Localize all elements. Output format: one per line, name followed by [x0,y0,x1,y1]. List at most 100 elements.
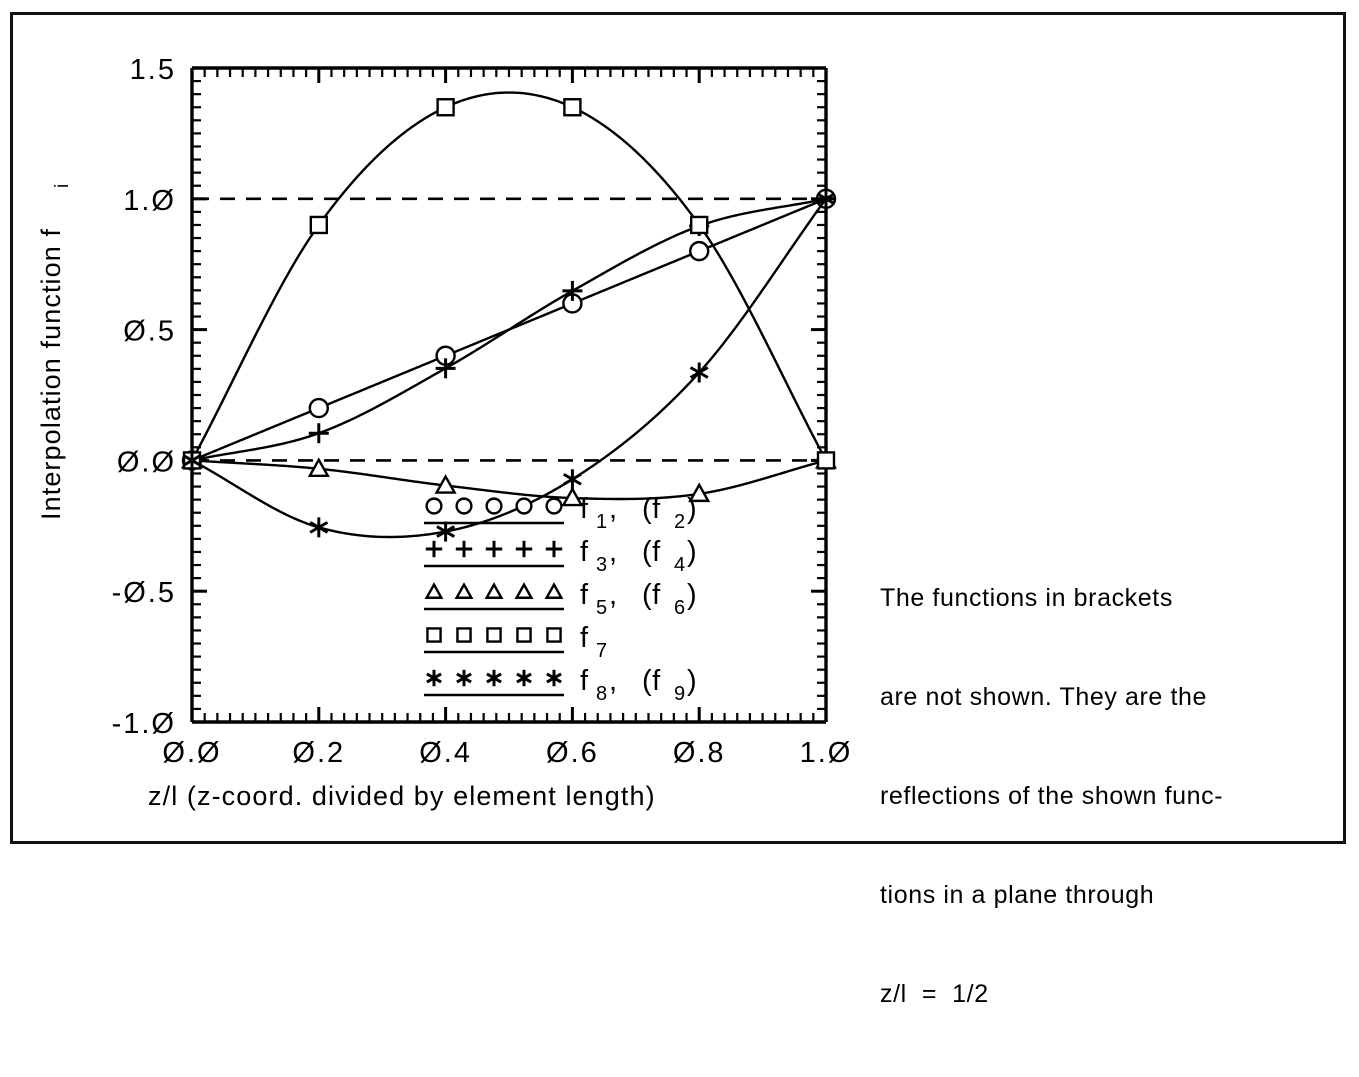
star-marker [456,669,472,687]
legend-bracket-subscript: 6 [674,597,685,619]
y-tick-labels: 1.5 1.Ø Ø.5 Ø.Ø -Ø.5 -1.Ø [112,54,176,740]
legend-bracket-close: ) [687,579,697,611]
y-tick-label: -Ø.5 [112,577,176,609]
x-tick-label: Ø.6 [546,737,599,769]
legend-label-subscript: 1 [596,511,607,533]
legend-label-subscript: 5 [596,597,607,619]
triangle-marker [454,582,474,599]
legend-label-subscript: 7 [596,640,607,662]
circle-marker [545,497,563,515]
triangle-marker [688,482,711,503]
annotation-line: The functions in brackets [880,584,1173,612]
legend-label: f [580,579,589,611]
legend-comma: , [609,493,618,525]
triangle-marker [561,486,584,507]
legend-bracket-label: (f [642,579,661,611]
star-marker [436,521,456,542]
square-marker [436,98,455,117]
data-curves [180,91,838,542]
square-marker [456,627,472,643]
triangle-marker [484,582,504,599]
x-tick-label: 1.Ø [800,737,853,769]
square-marker [516,627,532,643]
plus-marker [455,540,473,558]
plus-marker [308,423,329,444]
star-marker [562,469,582,490]
circle-marker [515,497,533,515]
x-tick-label: Ø.2 [292,737,345,769]
legend-bracket-subscript: 2 [674,511,685,533]
legend-label-subscript: 8 [596,683,607,705]
x-tick-label: Ø.8 [673,737,726,769]
square-marker [546,627,562,643]
star-marker [516,669,532,687]
triangle-marker [434,474,457,494]
series-f8 [182,188,836,542]
plus-marker [435,358,456,379]
legend-bracket-close: ) [687,493,697,525]
legend-bracket-subscript: 4 [674,554,685,576]
x-tick-label: Ø.4 [419,737,472,769]
square-marker [309,215,328,235]
curve-f5 [190,459,828,501]
star-marker [816,188,836,209]
star-marker [689,362,709,383]
annotation-line: z/l = 1/2 [880,980,989,1008]
tick-marks [190,66,828,724]
square-marker [486,627,502,643]
star-marker [309,517,329,538]
square-marker [563,98,582,117]
legend-label: f [580,536,589,568]
triangle-marker [307,457,330,477]
plus-marker [425,540,443,558]
x-axis-label: z/l (z-coord. divided by element length) [148,781,656,811]
legend-entry: f 3, (f 4) [424,536,697,576]
legend-bracket-label: (f [642,536,661,568]
star-marker [426,669,442,687]
legend-bracket-close: ) [687,536,697,568]
annotation-note: The functions in brackets are not shown.… [880,516,1310,1077]
star-marker [486,669,502,687]
y-axis-label-text: Interpolation function f [36,228,66,520]
legend-entry: f 8, (f 9) [424,665,697,705]
curve-f7 [190,91,828,462]
plus-marker [562,280,583,301]
y-axis-label-subscript: i [52,183,73,188]
plus-marker [515,540,533,558]
y-tick-label: Ø.5 [123,316,176,348]
circle-marker [485,497,503,515]
legend-label-subscript: 3 [596,554,607,576]
annotation-line: reflections of the shown func- [880,782,1224,810]
legend-entry: f 1, (f 2) [424,493,697,533]
plot-legend: f 1, (f 2)f 3, (f 4)f 5, (f 6)f 7f 8, (f 9) [424,493,697,705]
square-marker [816,451,836,470]
circle-marker [308,397,329,419]
triangle-marker [544,582,564,599]
legend-bracket-subscript: 9 [674,683,685,705]
annotation-line: tions in a plane through [880,881,1155,909]
plus-marker [545,540,563,558]
legend-label: f [580,665,589,697]
figure-root: Interpolation function f i z/l (z-coord.… [10,12,1346,1008]
curve-f8 [190,197,828,539]
legend-bracket-close: ) [687,665,697,697]
star-marker [546,669,562,687]
legend-entry: f 5, (f 6) [424,579,697,619]
legend-comma: , [609,579,618,611]
legend-comma: , [609,536,618,568]
annotation-line: are not shown. They are the [880,683,1208,711]
y-axis-label: Interpolation function f i [36,183,73,520]
figure-outer-border [10,12,1346,844]
square-marker [690,215,709,235]
y-tick-label: Ø.Ø [117,446,176,478]
y-tick-label: 1.5 [130,54,176,86]
triangle-marker [514,582,534,599]
circle-marker [689,240,710,262]
legend-label: f [580,493,589,525]
series-f3 [182,188,836,471]
interpolation-function-plot: Interpolation function f i z/l (z-coord.… [36,54,853,811]
star-marker [182,450,202,471]
plus-marker [485,540,503,558]
plot-frame [190,66,828,724]
